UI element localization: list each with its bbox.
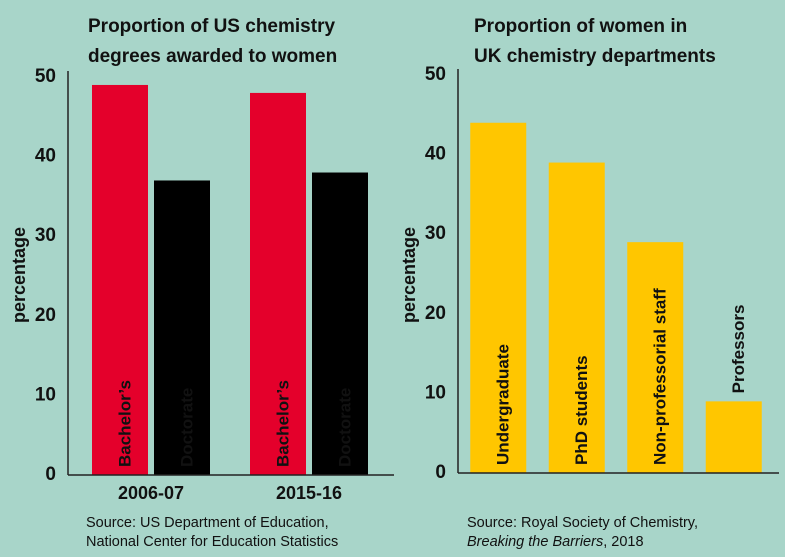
- bar: [312, 172, 368, 475]
- bar-label: Doctorate: [177, 388, 196, 467]
- source-title: Breaking the Barriers: [467, 534, 603, 550]
- bar: [548, 162, 605, 473]
- x-tick-label: 2006-07: [118, 483, 184, 503]
- x-tick-label: 2015-16: [276, 483, 342, 503]
- y-tick-label: 20: [35, 305, 56, 326]
- source: Source: Royal Society of Chemistry,: [467, 515, 698, 531]
- bar-label: Bachelor’s: [115, 380, 134, 467]
- bar: [627, 242, 684, 473]
- chart-title: Proportion of US chemistry: [88, 16, 335, 37]
- bar: [154, 180, 210, 476]
- bar-label: Bachelor’s: [273, 380, 292, 467]
- y-tick-label: 0: [45, 464, 56, 485]
- y-axis-label: percentage: [399, 227, 419, 323]
- bar-label: Professors: [729, 305, 748, 394]
- chart-title: degrees awarded to women: [88, 46, 337, 67]
- bar-label: Non-professorial staff: [651, 288, 670, 465]
- y-tick-label: 20: [425, 303, 446, 324]
- bar: [705, 401, 762, 473]
- y-tick-label: 10: [35, 384, 56, 405]
- source: Breaking the Barriers, 2018: [467, 534, 644, 550]
- y-axis-label: percentage: [9, 227, 29, 323]
- y-tick-label: 50: [35, 66, 56, 87]
- y-tick-label: 40: [35, 146, 56, 167]
- source-year: , 2018: [603, 534, 643, 550]
- bar-label: Undergraduate: [494, 344, 513, 465]
- y-tick-label: 50: [425, 64, 446, 85]
- y-tick-label: 30: [35, 225, 56, 246]
- y-tick-label: 30: [425, 223, 446, 244]
- bar-label: Doctorate: [335, 388, 354, 467]
- y-tick-label: 40: [425, 144, 446, 165]
- bar-label: PhD students: [572, 355, 591, 465]
- bar: [250, 92, 306, 476]
- bar: [470, 122, 527, 473]
- chart-title: Proportion of women in: [474, 16, 687, 37]
- y-tick-label: 10: [425, 382, 446, 403]
- chart-title: UK chemistry departments: [474, 46, 716, 67]
- source: National Center for Education Statistics: [86, 534, 338, 550]
- bar: [92, 84, 148, 476]
- y-tick-label: 0: [435, 462, 446, 483]
- source: Source: US Department of Education,: [86, 515, 329, 531]
